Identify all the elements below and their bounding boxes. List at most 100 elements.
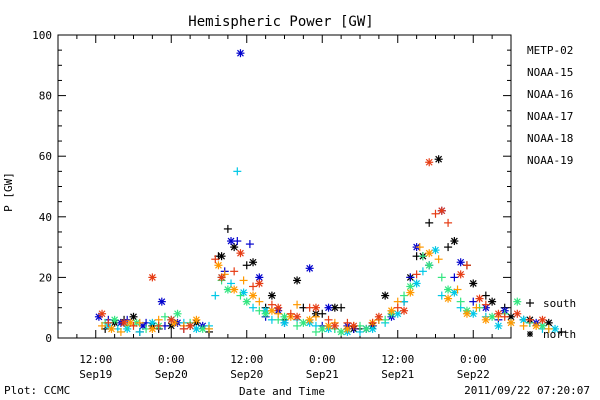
noaa-15-north-point: [236, 49, 245, 58]
metp-02-north-point: [129, 312, 138, 321]
x-tick-label-date: Sep20: [230, 368, 263, 381]
metp-02-north-point: [450, 237, 459, 246]
metp-02-south-point: [557, 327, 566, 336]
star-marker-d2: [369, 325, 377, 333]
x-tick-label-time: 12:00: [230, 353, 263, 366]
noaa-16-north-point: [412, 279, 421, 288]
y-tick-label: 0: [45, 332, 52, 345]
noaa-15-north-point: [227, 237, 236, 246]
noaa-17-north-point: [337, 327, 346, 336]
star-marker-d2: [170, 319, 178, 327]
metp-02-north-point: [469, 279, 478, 288]
legend-entry-noaa-19: NOAA-19: [527, 154, 573, 167]
north-marker-d2: [527, 331, 533, 337]
star-marker-d2: [174, 310, 181, 318]
x-tick-label-date: Sep21: [381, 368, 414, 381]
star-marker-d2: [507, 313, 515, 321]
x-tick-label-date: Sep21: [306, 368, 339, 381]
noaa-19-north-point: [374, 312, 383, 321]
marker-legend-north: north: [543, 328, 576, 341]
noaa-18-north-point: [214, 261, 223, 270]
x-tick-label-date: Sep22: [457, 368, 490, 381]
star-marker-d2: [507, 319, 515, 327]
star-marker-d2: [255, 280, 263, 287]
noaa-18-north-point: [425, 249, 434, 258]
star-marker-d2: [139, 322, 147, 330]
star-marker-d2: [520, 316, 528, 324]
noaa-18-south-point: [205, 324, 213, 333]
x-tick-label-date: Sep20: [155, 368, 188, 381]
x-tick-label-time: 12:00: [79, 353, 112, 366]
noaa-19-south-point: [462, 261, 471, 270]
y-axis: 0 20 40 60 80 100: [32, 29, 511, 345]
star-marker-d2: [240, 289, 248, 296]
star-marker-d2: [318, 325, 326, 333]
metp-02-south-point: [223, 224, 232, 233]
metp-02-north-point: [217, 252, 226, 261]
noaa-19-north-point: [425, 158, 434, 167]
star-marker-d2: [130, 313, 137, 321]
star-marker-d2: [337, 328, 345, 336]
noaa-18-south-point: [544, 324, 553, 333]
noaa-19-south-point: [368, 318, 377, 327]
noaa-19-south-point: [481, 300, 490, 309]
noaa-19-north-point: [349, 321, 358, 330]
x-axis-label: Date and Time: [239, 385, 325, 398]
legend-entry-metp-02: METP-02: [527, 44, 573, 57]
noaa-17-north-point: [242, 297, 251, 306]
noaa-16-north-point: [280, 318, 289, 327]
star-marker-d2: [325, 304, 332, 312]
noaa-19-north-point: [293, 312, 302, 321]
noaa-19-north-point: [513, 309, 522, 318]
noaa-19-north-point: [98, 309, 107, 318]
noaa-18-north-point: [444, 294, 453, 303]
noaa-17-south-point: [418, 252, 427, 261]
noaa-19-north-point: [538, 315, 547, 324]
noaa-18-north-point: [249, 291, 258, 300]
star-marker-d2: [551, 325, 559, 333]
noaa-17-north-point: [110, 315, 119, 324]
noaa-15-south-point: [406, 273, 415, 282]
star-marker-d2: [148, 325, 156, 333]
noaa-16-north-point: [519, 315, 528, 324]
noaa-19-north-point: [475, 294, 484, 303]
noaa-19-north-point: [494, 309, 503, 318]
noaa-19-north-point: [311, 303, 320, 312]
noaa-19-south-point: [412, 270, 421, 279]
noaa-18-south-point: [293, 300, 302, 309]
noaa-19-north-point: [456, 270, 465, 279]
star-marker-d2: [450, 237, 458, 245]
star-marker-d2: [438, 207, 446, 215]
star-marker-d2: [362, 325, 370, 333]
metp-02-south-point: [444, 243, 453, 252]
noaa-19-south-point: [211, 255, 220, 264]
noaa-19-south-point: [525, 315, 534, 324]
noaa-16-south-point: [211, 291, 220, 300]
noaa-18-south-point: [239, 276, 248, 285]
star-marker-d2: [400, 307, 408, 315]
noaa-19-south-point: [324, 315, 333, 324]
star-marker-d2: [457, 258, 465, 266]
star-marker-d2: [281, 313, 288, 321]
plot-credit: Plot: CCMC: [4, 384, 71, 397]
star-marker-d2: [108, 325, 115, 333]
noaa-17-north-point: [425, 261, 434, 270]
noaa-15-north-point: [456, 258, 465, 267]
marker-legend: south north: [526, 297, 576, 341]
x-tick-label-time: 0:00: [460, 353, 487, 366]
star-marker-d2: [494, 322, 502, 330]
star-marker-d2: [224, 286, 232, 293]
noaa-16-south-point: [227, 279, 236, 288]
legend-entry-noaa-18: NOAA-18: [527, 132, 573, 145]
noaa-18-north-point: [305, 315, 314, 324]
noaa-19-south-point: [249, 282, 258, 291]
noaa-17-north-point: [444, 285, 453, 294]
y-tick-label: 80: [39, 90, 52, 103]
star-marker-d2: [230, 286, 238, 293]
noaa-18-south-point: [98, 321, 107, 330]
star-marker-d2: [274, 304, 282, 312]
noaa-19-south-point: [154, 321, 163, 330]
legend-entry-noaa-17: NOAA-17: [527, 110, 573, 123]
star-marker-d2: [532, 322, 540, 330]
